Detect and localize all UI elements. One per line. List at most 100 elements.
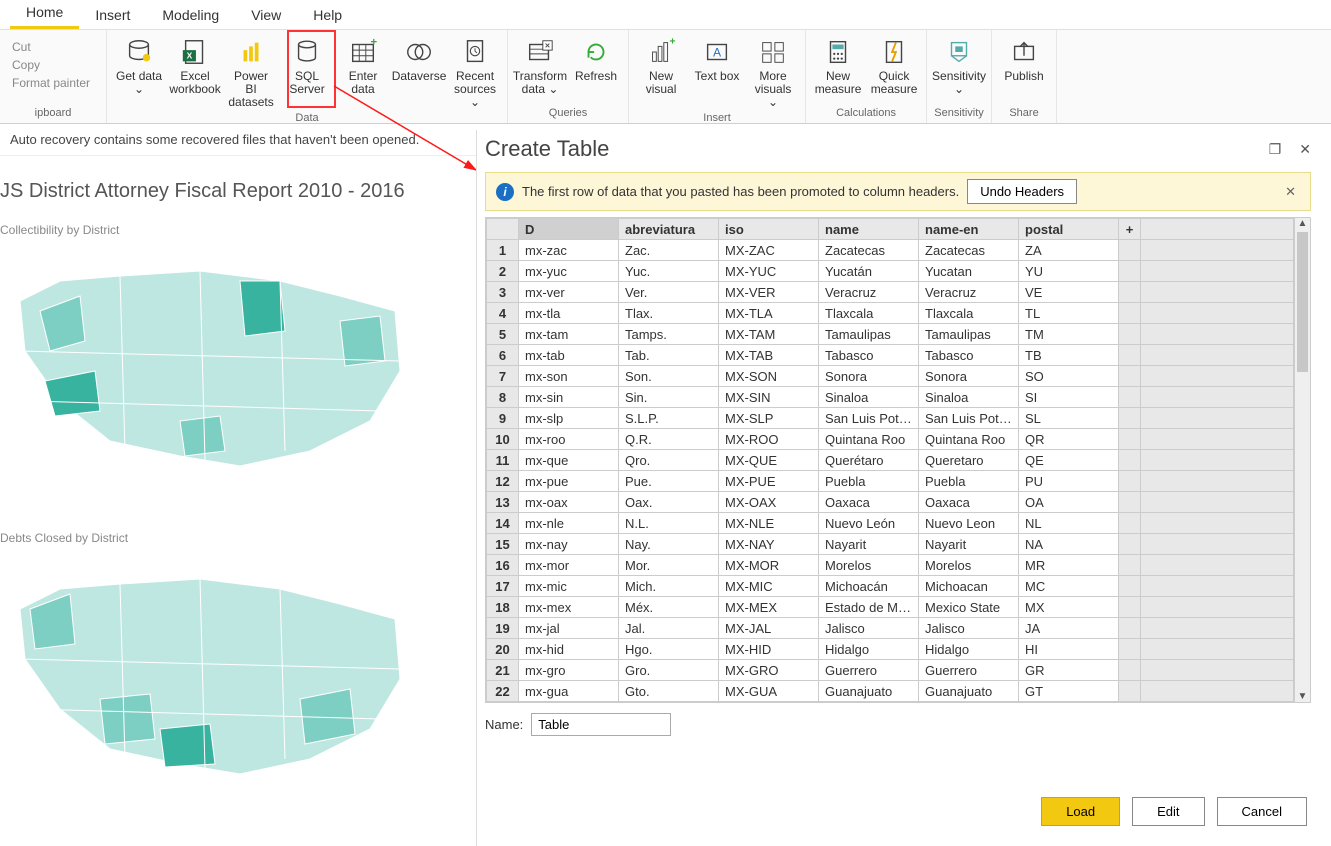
table-row[interactable]: 19mx-jalJal.MX-JALJaliscoJaliscoJA — [487, 618, 1294, 639]
cell[interactable]: Quintana Roo — [919, 429, 1019, 450]
row-number[interactable]: 14 — [487, 513, 519, 534]
cell[interactable]: Oax. — [619, 492, 719, 513]
cell[interactable]: mx-sin — [519, 387, 619, 408]
close-icon[interactable]: ✕ — [1299, 141, 1311, 158]
transform-data-button[interactable]: Transform data ⌄ — [514, 34, 566, 98]
cell[interactable]: Guanajuato — [819, 681, 919, 702]
get-data-button[interactable]: Get data ⌄ — [113, 34, 165, 98]
table-row[interactable]: 21mx-groGro.MX-GROGuerreroGuerreroGR — [487, 660, 1294, 681]
load-button[interactable]: Load — [1041, 797, 1120, 826]
cell[interactable]: mx-ver — [519, 282, 619, 303]
cell[interactable]: Zacatecas — [819, 240, 919, 261]
column-header[interactable]: name — [819, 219, 919, 240]
row-number[interactable]: 15 — [487, 534, 519, 555]
new-measure-button[interactable]: New measure — [812, 34, 864, 98]
copy-button[interactable]: Copy — [12, 58, 90, 72]
scrollbar-thumb[interactable] — [1297, 232, 1308, 372]
cell[interactable]: Nay. — [619, 534, 719, 555]
cell[interactable]: Guanajuato — [919, 681, 1019, 702]
table-row[interactable]: 17mx-micMich.MX-MICMichoacánMichoacanMC — [487, 576, 1294, 597]
cell[interactable]: HI — [1019, 639, 1119, 660]
cell[interactable]: Morelos — [819, 555, 919, 576]
row-number[interactable]: 12 — [487, 471, 519, 492]
cell[interactable]: Qro. — [619, 450, 719, 471]
cell[interactable]: mx-zac — [519, 240, 619, 261]
cell[interactable]: MX-HID — [719, 639, 819, 660]
column-header[interactable]: D — [519, 219, 619, 240]
cell[interactable]: MX-JAL — [719, 618, 819, 639]
cell[interactable]: SI — [1019, 387, 1119, 408]
row-number[interactable]: 18 — [487, 597, 519, 618]
cell[interactable]: Zacatecas — [919, 240, 1019, 261]
cell[interactable]: mx-tla — [519, 303, 619, 324]
cell[interactable]: Queretaro — [919, 450, 1019, 471]
row-number[interactable]: 2 — [487, 261, 519, 282]
cell[interactable]: OA — [1019, 492, 1119, 513]
cell[interactable]: Yucatán — [819, 261, 919, 282]
cell[interactable]: Michoacan — [919, 576, 1019, 597]
table-row[interactable]: 6mx-tabTab.MX-TABTabascoTabascoTB — [487, 345, 1294, 366]
row-number[interactable]: 10 — [487, 429, 519, 450]
cell[interactable]: MX-ROO — [719, 429, 819, 450]
cut-button[interactable]: Cut — [12, 40, 90, 54]
table-row[interactable]: 4mx-tlaTlax.MX-TLATlaxcalaTlaxcalaTL — [487, 303, 1294, 324]
cell[interactable]: mx-roo — [519, 429, 619, 450]
cell[interactable]: QR — [1019, 429, 1119, 450]
table-row[interactable]: 22mx-guaGto.MX-GUAGuanajuatoGuanajuatoGT — [487, 681, 1294, 702]
cell[interactable]: Sonora — [919, 366, 1019, 387]
cell[interactable]: YU — [1019, 261, 1119, 282]
cell[interactable]: MX-NAY — [719, 534, 819, 555]
scroll-down-icon[interactable]: ▼ — [1295, 691, 1310, 702]
cell[interactable]: Yuc. — [619, 261, 719, 282]
row-number[interactable]: 3 — [487, 282, 519, 303]
cell[interactable]: Tlax. — [619, 303, 719, 324]
cell[interactable]: MX-MOR — [719, 555, 819, 576]
corner-cell[interactable] — [487, 219, 519, 240]
cell[interactable]: MX-TAB — [719, 345, 819, 366]
table-row[interactable]: 2mx-yucYuc.MX-YUCYucatánYucatanYU — [487, 261, 1294, 282]
tab-insert[interactable]: Insert — [79, 1, 146, 29]
cell[interactable]: Tamps. — [619, 324, 719, 345]
row-number[interactable]: 8 — [487, 387, 519, 408]
cell[interactable]: mx-mic — [519, 576, 619, 597]
cell[interactable]: SO — [1019, 366, 1119, 387]
cell[interactable]: Nayarit — [919, 534, 1019, 555]
cell[interactable]: Méx. — [619, 597, 719, 618]
cell[interactable]: GT — [1019, 681, 1119, 702]
sensitivity-button[interactable]: Sensitivity ⌄ — [933, 34, 985, 98]
table-row[interactable]: 12mx-puePue.MX-PUEPueblaPueblaPU — [487, 471, 1294, 492]
table-row[interactable]: 1mx-zacZac.MX-ZACZacatecasZacatecasZA — [487, 240, 1294, 261]
data-grid[interactable]: Dabreviaturaisonamename-enpostal+ 1mx-za… — [485, 217, 1311, 703]
cell[interactable]: mx-slp — [519, 408, 619, 429]
cell[interactable]: Guerrero — [819, 660, 919, 681]
recent-sources-button[interactable]: Recent sources ⌄ — [449, 34, 501, 112]
cell[interactable]: MX-TLA — [719, 303, 819, 324]
cell[interactable]: mx-nay — [519, 534, 619, 555]
cancel-button[interactable]: Cancel — [1217, 797, 1307, 826]
cell[interactable]: N.L. — [619, 513, 719, 534]
vertical-scrollbar[interactable]: ▲ ▼ — [1294, 218, 1310, 702]
row-number[interactable]: 7 — [487, 366, 519, 387]
cell[interactable]: Jal. — [619, 618, 719, 639]
row-number[interactable]: 13 — [487, 492, 519, 513]
cell[interactable]: MX-NLE — [719, 513, 819, 534]
row-number[interactable]: 11 — [487, 450, 519, 471]
cell[interactable]: mx-gua — [519, 681, 619, 702]
enter-data-button[interactable]: +Enter data — [337, 34, 389, 98]
cell[interactable]: Tab. — [619, 345, 719, 366]
tab-home[interactable]: Home — [10, 0, 79, 29]
column-header[interactable]: abreviatura — [619, 219, 719, 240]
cell[interactable]: VE — [1019, 282, 1119, 303]
cell[interactable]: mx-jal — [519, 618, 619, 639]
format-painter-button[interactable]: Format painter — [12, 76, 90, 90]
cell[interactable]: mx-tab — [519, 345, 619, 366]
cell[interactable]: Hgo. — [619, 639, 719, 660]
cell[interactable]: Hidalgo — [919, 639, 1019, 660]
cell[interactable]: mx-son — [519, 366, 619, 387]
refresh-button[interactable]: Refresh — [570, 34, 622, 85]
cell[interactable]: Mexico State — [919, 597, 1019, 618]
row-number[interactable]: 20 — [487, 639, 519, 660]
cell[interactable]: Morelos — [919, 555, 1019, 576]
cell[interactable]: Tlaxcala — [919, 303, 1019, 324]
cell[interactable]: MX-TAM — [719, 324, 819, 345]
